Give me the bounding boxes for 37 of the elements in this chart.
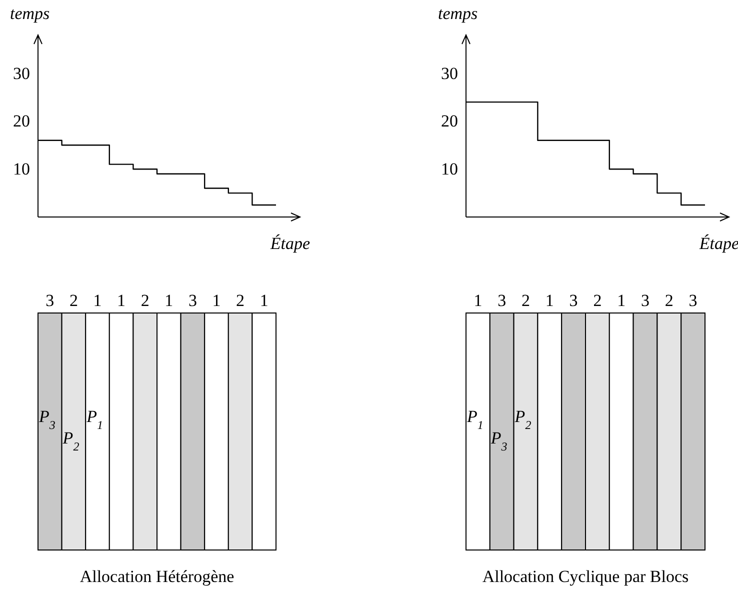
text: P$_{1}$	[86, 407, 103, 432]
y-tick-label: 10	[13, 160, 30, 179]
category-label: 2	[236, 291, 245, 310]
y-tick-label: 20	[13, 112, 30, 131]
category-label: 2	[69, 291, 78, 310]
text: P$_{1}$	[466, 407, 484, 432]
y-axis-title: temps	[438, 4, 478, 23]
category-label: 2	[522, 291, 530, 310]
y-axis-title: temps	[10, 4, 50, 23]
category-label: 1	[212, 291, 221, 310]
category-label: 3	[46, 291, 54, 310]
category-label: 1	[617, 291, 626, 310]
category-label: 1	[164, 291, 174, 310]
category-label: 3	[498, 291, 506, 310]
text: P$_{2}$	[514, 407, 532, 432]
category-label: 2	[140, 291, 150, 310]
x-axis-title: Étape	[269, 234, 310, 253]
y-tick-label: 30	[13, 64, 30, 83]
text: P$_{3}$	[38, 407, 56, 432]
category-label: 1	[545, 291, 554, 310]
category-label: 1	[93, 291, 102, 310]
text: Allocation Hétérogène	[80, 567, 234, 586]
category-label: 2	[664, 291, 674, 310]
text: Allocation Cyclique par Blocs	[482, 567, 689, 586]
category-label: 3	[688, 291, 698, 310]
category-label: 3	[188, 291, 197, 310]
category-label: 1	[474, 291, 482, 310]
category-label: 2	[593, 291, 602, 310]
category-label: 3	[569, 291, 578, 310]
text: P$_{2}$	[62, 428, 80, 454]
text: P$_{3}$	[490, 428, 508, 454]
category-label: 1	[117, 291, 126, 310]
category-label: 1	[260, 291, 268, 310]
y-tick-label: 10	[441, 160, 458, 179]
y-tick-label: 30	[441, 64, 458, 83]
category-label: 3	[641, 291, 650, 310]
y-tick-label: 20	[441, 112, 458, 131]
